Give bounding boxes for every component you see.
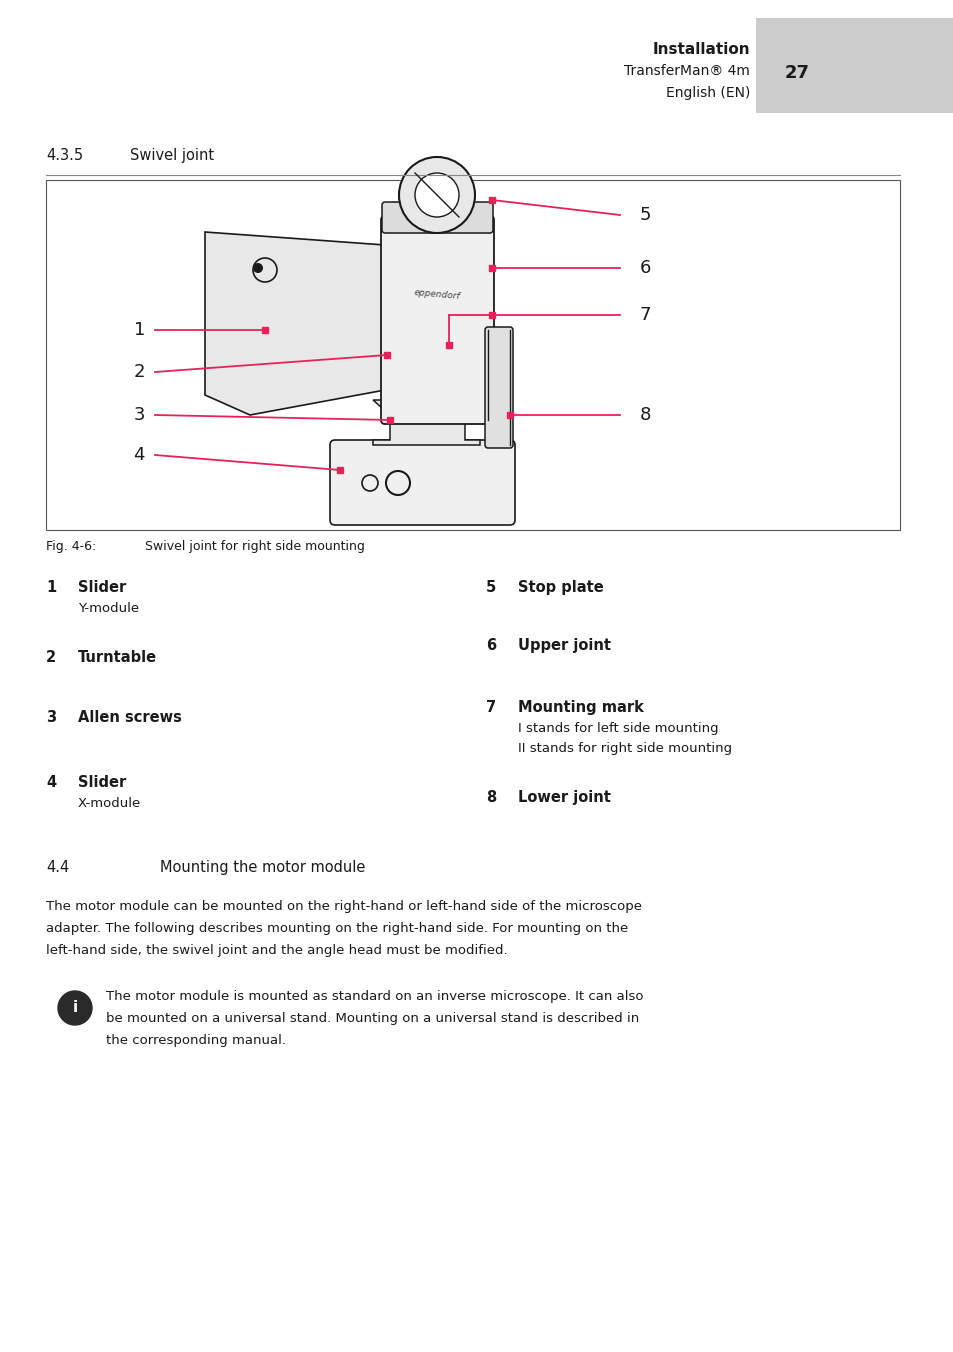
Circle shape	[253, 264, 263, 273]
Text: X-module: X-module	[78, 796, 141, 810]
Text: Lower joint: Lower joint	[517, 790, 610, 804]
Bar	[336, 466, 343, 473]
Text: Slider: Slider	[78, 580, 126, 595]
Bar	[415, 397, 433, 410]
Text: 4.3.5: 4.3.5	[46, 147, 83, 164]
Text: be mounted on a universal stand. Mounting on a universal stand is described in: be mounted on a universal stand. Mountin…	[106, 1013, 639, 1025]
Circle shape	[385, 314, 469, 397]
Text: 4: 4	[46, 775, 56, 790]
Circle shape	[398, 157, 475, 233]
Text: Mounting mark: Mounting mark	[517, 700, 643, 715]
Text: Slider: Slider	[78, 775, 126, 790]
Bar	[446, 342, 452, 347]
Text: 5: 5	[639, 206, 651, 224]
Text: eppendorf: eppendorf	[413, 288, 460, 301]
Text: 1: 1	[46, 580, 56, 595]
Bar	[489, 197, 495, 203]
Text: 6: 6	[639, 260, 651, 277]
Circle shape	[415, 173, 458, 218]
Text: i: i	[72, 1000, 77, 1015]
Text: 2: 2	[133, 362, 145, 381]
Text: 27: 27	[784, 64, 809, 82]
Text: The motor module can be mounted on the right-hand or left-hand side of the micro: The motor module can be mounted on the r…	[46, 900, 641, 913]
Text: 2: 2	[46, 650, 56, 665]
Text: Stop plate: Stop plate	[517, 580, 603, 595]
Text: Fig. 4-6:: Fig. 4-6:	[46, 539, 96, 553]
Text: Installation: Installation	[652, 42, 749, 57]
Text: 7: 7	[485, 700, 496, 715]
Text: Upper joint: Upper joint	[517, 638, 610, 653]
Text: 3: 3	[133, 406, 145, 425]
Text: 8: 8	[485, 790, 496, 804]
Text: Allen screws: Allen screws	[78, 710, 182, 725]
Bar	[489, 312, 495, 318]
Text: left-hand side, the swivel joint and the angle head must be modified.: left-hand side, the swivel joint and the…	[46, 944, 507, 957]
Text: the corresponding manual.: the corresponding manual.	[106, 1034, 286, 1046]
Bar	[387, 416, 393, 423]
Circle shape	[58, 991, 91, 1025]
Text: Swivel joint: Swivel joint	[130, 147, 213, 164]
Text: 7: 7	[639, 306, 651, 324]
Bar	[262, 327, 268, 333]
Text: The motor module is mounted as standard on an inverse microscope. It can also: The motor module is mounted as standard …	[106, 990, 643, 1003]
FancyBboxPatch shape	[380, 216, 494, 425]
Text: Turntable: Turntable	[78, 650, 157, 665]
Text: English (EN): English (EN)	[665, 87, 749, 100]
Bar	[489, 265, 495, 270]
Text: 3: 3	[46, 710, 56, 725]
Text: TransferMan® 4m: TransferMan® 4m	[623, 64, 749, 78]
FancyBboxPatch shape	[330, 439, 515, 525]
Polygon shape	[373, 400, 479, 445]
Text: I stands for left side mounting: I stands for left side mounting	[517, 722, 718, 735]
Text: 6: 6	[485, 638, 496, 653]
Text: 8: 8	[639, 406, 651, 425]
Text: 5: 5	[485, 580, 496, 595]
Bar	[755, 18, 953, 114]
Circle shape	[393, 320, 460, 389]
Text: 4: 4	[133, 446, 145, 464]
Text: Swivel joint for right side mounting: Swivel joint for right side mounting	[145, 539, 364, 553]
Text: Y-module: Y-module	[78, 602, 139, 615]
Text: 4.4: 4.4	[46, 860, 70, 875]
Text: II stands for right side mounting: II stands for right side mounting	[517, 742, 731, 754]
FancyBboxPatch shape	[484, 327, 513, 448]
Bar	[506, 412, 513, 418]
Text: Mounting the motor module: Mounting the motor module	[160, 860, 365, 875]
Text: 1: 1	[133, 320, 145, 339]
Bar	[46, 180, 899, 530]
FancyBboxPatch shape	[381, 201, 493, 233]
Text: adapter. The following describes mounting on the right-hand side. For mounting o: adapter. The following describes mountin…	[46, 922, 628, 936]
Polygon shape	[205, 233, 385, 415]
Bar	[384, 352, 390, 358]
